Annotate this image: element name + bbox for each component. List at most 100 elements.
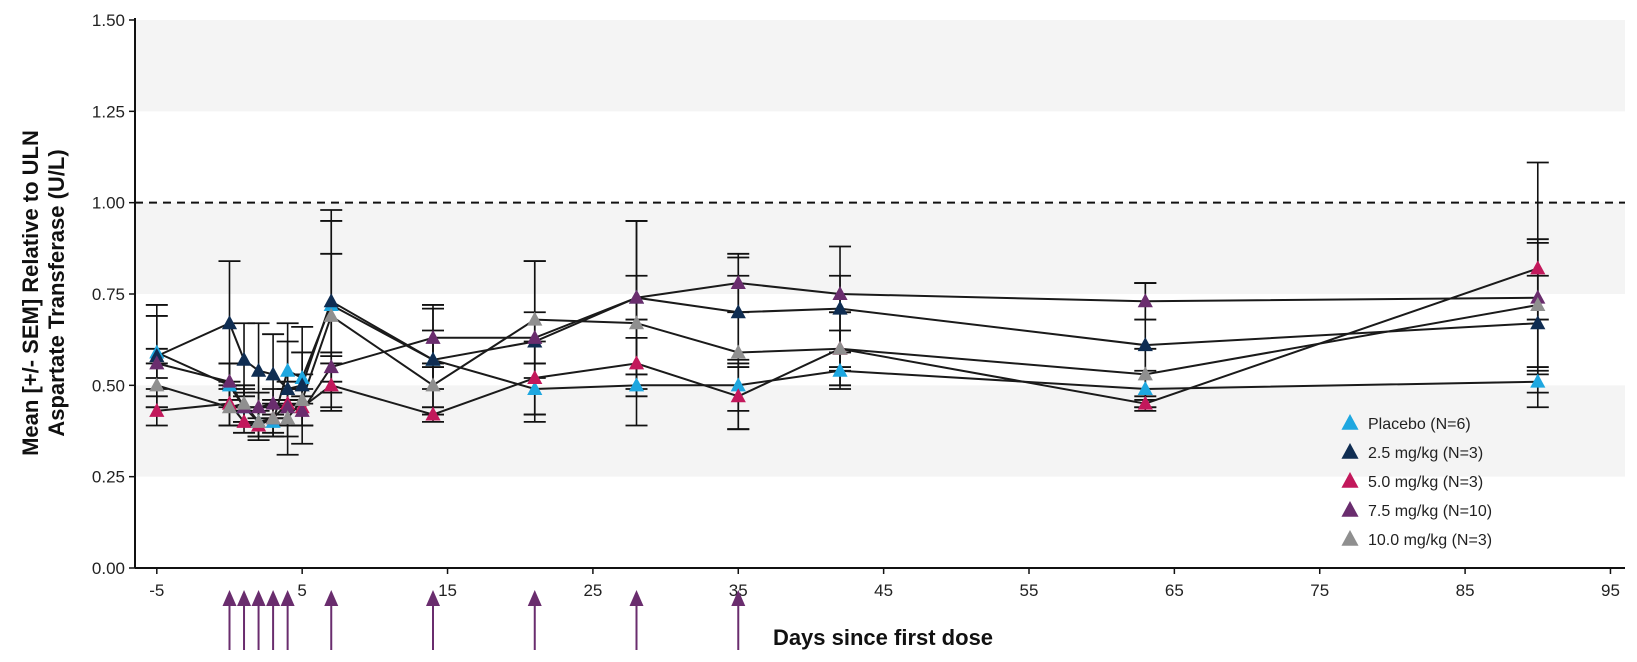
data-point-series-1 [323, 293, 339, 308]
data-point-series-3 [527, 329, 543, 344]
series-markers [149, 260, 1546, 432]
data-point-series-4 [265, 410, 281, 425]
y-tick-label: 1.25 [92, 102, 125, 121]
legend-label: 5.0 mg/kg (N=3) [1368, 474, 1483, 491]
legend-label: 2.5 mg/kg (N=3) [1368, 445, 1483, 462]
data-point-series-2 [425, 406, 441, 421]
data-point-series-1 [265, 366, 281, 381]
data-point-series-3 [265, 395, 281, 410]
data-point-series-0 [730, 377, 746, 392]
legend-marker [1341, 443, 1359, 459]
shaded-band-2 [135, 20, 1625, 112]
dose-arrow-head [237, 590, 252, 606]
data-point-series-2 [1137, 395, 1153, 410]
data-point-series-1 [1530, 315, 1546, 330]
x-tick-label: 75 [1310, 581, 1329, 600]
dose-arrow-head [324, 590, 339, 606]
dose-arrow-icon [251, 590, 266, 650]
data-point-series-2 [149, 402, 165, 417]
y-tick-label: 0.50 [92, 376, 125, 395]
data-point-series-0 [628, 377, 645, 392]
x-axis-title: Days since first dose [773, 625, 993, 650]
y-tick-label: 1.50 [92, 11, 125, 30]
x-tick-label: 45 [874, 581, 893, 600]
y-axis-title-line-1: Mean [+/- SEM] Relative to ULN [18, 130, 43, 456]
data-point-series-3 [280, 399, 296, 414]
data-point-series-3 [294, 402, 310, 417]
dose-arrow-head [426, 590, 440, 606]
data-point-series-4 [236, 395, 252, 410]
data-point-series-3 [250, 399, 267, 414]
dose-arrow-head [266, 590, 281, 606]
legend-item: 10.0 mg/kg (N=3) [1341, 530, 1492, 549]
data-point-series-1 [832, 300, 848, 315]
legend-label: 7.5 mg/kg (N=10) [1368, 503, 1492, 520]
data-point-series-2 [323, 377, 339, 392]
data-point-series-0 [1137, 380, 1153, 395]
data-point-series-0 [280, 362, 296, 377]
data-point-series-1 [425, 351, 441, 366]
data-point-series-0 [294, 370, 310, 385]
data-point-series-0 [527, 380, 543, 395]
data-point-series-3 [628, 289, 645, 304]
data-point-series-2 [527, 370, 543, 385]
data-point-series-1 [149, 348, 165, 363]
dose-arrow-icon [629, 590, 644, 650]
data-point-series-1 [730, 304, 746, 319]
data-point-series-4 [149, 377, 165, 392]
x-tick-label: 95 [1601, 581, 1620, 600]
data-point-series-3 [221, 373, 238, 388]
x-tick-label: 15 [438, 581, 457, 600]
x-tick-label: -5 [149, 581, 164, 600]
dose-arrows [222, 590, 746, 650]
legend-marker [1341, 530, 1359, 546]
data-point-series-4 [323, 307, 339, 322]
data-point-series-3 [323, 359, 339, 374]
dose-arrow-icon [222, 590, 237, 650]
dose-arrow-icon [280, 590, 295, 650]
data-point-series-3 [730, 275, 746, 290]
dose-arrow-icon [237, 590, 252, 650]
data-point-series-2 [730, 388, 746, 403]
data-point-series-1 [294, 377, 310, 392]
data-point-series-3 [425, 329, 441, 344]
x-tick-label: 25 [583, 581, 602, 600]
x-tick-label: 65 [1165, 581, 1184, 600]
data-point-series-4 [628, 315, 645, 330]
data-point-series-1 [236, 351, 252, 366]
shaded-bands [135, 20, 1625, 477]
dose-arrow-head [629, 590, 644, 606]
y-axis-title: Mean [+/- SEM] Relative to ULN Aspartate… [18, 130, 69, 456]
data-point-series-1 [1137, 337, 1153, 352]
dose-arrow-icon [731, 590, 746, 650]
y-axis-title-line-2: Aspartate Transferase (U/L) [44, 149, 69, 436]
legend-label: 10.0 mg/kg (N=3) [1368, 532, 1492, 549]
legend-item: 5.0 mg/kg (N=3) [1341, 472, 1483, 491]
legend-item: 2.5 mg/kg (N=3) [1341, 443, 1483, 462]
legend: Placebo (N=6) 2.5 mg/kg (N=3) 5.0 mg/kg (N… [1341, 414, 1492, 549]
data-point-series-1 [250, 362, 267, 377]
data-point-series-4 [730, 344, 746, 359]
dose-arrow-head [251, 590, 266, 606]
legend-marker [1341, 414, 1359, 430]
data-point-series-0 [832, 362, 848, 377]
dose-arrow-head [731, 590, 746, 606]
data-point-series-4 [527, 311, 543, 326]
dose-arrow-head [527, 590, 542, 606]
data-point-series-0 [1530, 373, 1546, 388]
data-point-series-1 [280, 380, 296, 395]
data-point-series-3 [1137, 293, 1153, 308]
data-point-series-4 [250, 413, 267, 428]
legend-item: 7.5 mg/kg (N=10) [1341, 501, 1492, 520]
axes: 0.000.250.500.751.001.251.50-55152535455… [92, 11, 1625, 600]
data-point-series-4 [1530, 296, 1546, 311]
legend-marker [1341, 501, 1359, 517]
data-point-series-3 [832, 286, 848, 300]
data-point-series-2 [236, 413, 252, 428]
y-tick-label: 0.00 [92, 559, 125, 578]
data-point-series-3 [1530, 289, 1546, 304]
y-tick-label: 0.25 [92, 468, 125, 487]
legend-marker [1341, 472, 1359, 488]
y-tick-label: 0.75 [92, 285, 125, 304]
